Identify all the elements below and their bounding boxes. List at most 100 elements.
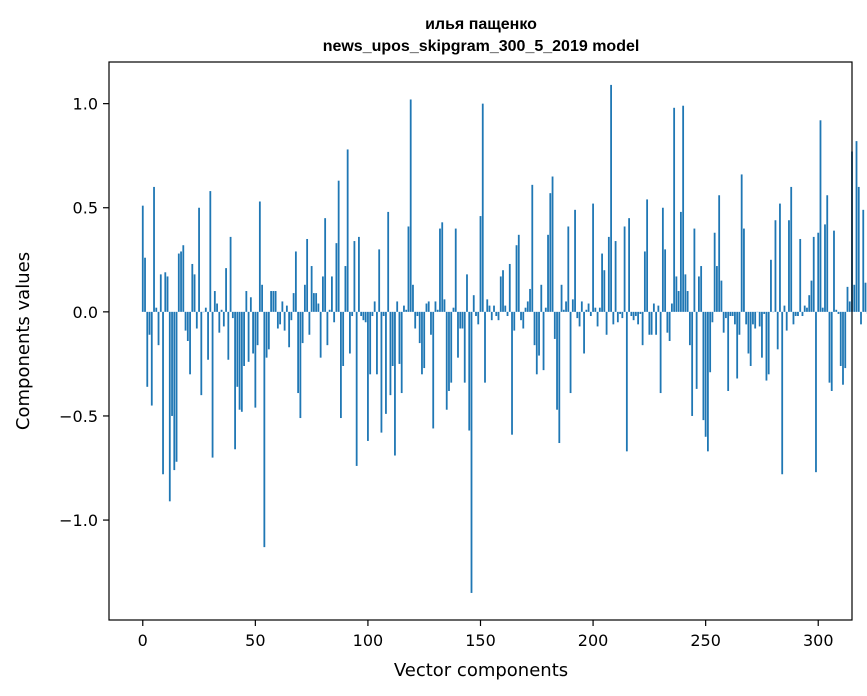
bar-47 xyxy=(247,311,250,362)
bar-237 xyxy=(675,276,678,312)
bar-39 xyxy=(229,236,232,312)
bar-77 xyxy=(315,293,318,312)
bar-91 xyxy=(346,149,349,312)
bar-297 xyxy=(810,280,813,312)
bar-65 xyxy=(288,311,291,348)
bar-17 xyxy=(180,251,182,312)
bar-5 xyxy=(153,186,155,312)
bar-76 xyxy=(312,293,315,312)
bar-181 xyxy=(549,193,552,312)
bar-92 xyxy=(349,311,351,354)
bar-191 xyxy=(571,299,574,312)
x-tick-label: 150 xyxy=(465,631,496,650)
bar-289 xyxy=(792,311,795,325)
bar-291 xyxy=(797,311,799,317)
bar-163 xyxy=(508,263,511,312)
bar-118 xyxy=(407,226,410,312)
bar-255 xyxy=(716,266,718,312)
bars-group xyxy=(141,84,867,593)
bar-268 xyxy=(745,311,748,325)
bar-227 xyxy=(652,303,655,312)
bar-263 xyxy=(734,311,736,325)
bar-50 xyxy=(254,311,257,408)
bar-155 xyxy=(490,311,493,321)
bar-294 xyxy=(803,305,806,312)
bar-190 xyxy=(569,311,572,394)
bar-32 xyxy=(213,291,216,312)
bar-321 xyxy=(864,282,867,312)
bar-42 xyxy=(236,311,239,387)
bar-245 xyxy=(693,228,696,312)
bar-51 xyxy=(256,311,259,346)
bar-310 xyxy=(839,311,842,366)
bar-235 xyxy=(670,303,673,312)
x-tick-label: 100 xyxy=(353,631,384,650)
bar-300 xyxy=(817,232,820,312)
bar-90 xyxy=(344,266,347,312)
bar-3 xyxy=(148,311,151,335)
x-tick-label: 200 xyxy=(578,631,609,650)
bar-13 xyxy=(171,311,173,416)
bar-205 xyxy=(603,270,606,312)
bar-192 xyxy=(574,209,576,312)
bar-249 xyxy=(702,311,705,421)
bar-269 xyxy=(747,311,750,354)
bar-86 xyxy=(335,243,338,312)
bar-251 xyxy=(707,311,709,452)
bar-34 xyxy=(218,311,221,333)
bar-279 xyxy=(770,259,772,312)
bar-139 xyxy=(454,228,457,312)
bar-239 xyxy=(679,211,682,312)
bar-174 xyxy=(533,311,536,346)
bar-48 xyxy=(249,297,252,312)
bar-127 xyxy=(427,301,430,312)
bar-106 xyxy=(380,311,383,433)
bar-20 xyxy=(186,311,189,341)
bar-207 xyxy=(607,236,610,312)
bar-60 xyxy=(276,311,279,329)
bar-116 xyxy=(403,305,405,312)
bar-71 xyxy=(301,311,304,344)
bar-109 xyxy=(387,211,390,312)
bar-144 xyxy=(466,274,468,312)
bar-302 xyxy=(821,307,824,312)
bar-254 xyxy=(713,232,716,312)
bar-284 xyxy=(781,311,784,475)
bar-100 xyxy=(367,311,369,441)
bar-152 xyxy=(484,311,486,383)
bar-112 xyxy=(394,311,396,456)
bar-67 xyxy=(292,293,295,312)
bar-61 xyxy=(279,311,282,325)
bar-296 xyxy=(808,295,811,312)
bar-233 xyxy=(666,311,669,333)
bar-137 xyxy=(450,311,453,383)
bar-214 xyxy=(623,226,626,312)
bar-0 xyxy=(141,205,144,312)
bar-45 xyxy=(243,311,245,366)
bar-283 xyxy=(779,203,781,312)
bar-317 xyxy=(855,141,858,312)
bar-286 xyxy=(785,311,788,331)
bar-126 xyxy=(425,303,428,312)
bar-28 xyxy=(204,307,207,312)
bar-198 xyxy=(587,303,590,312)
bar-185 xyxy=(558,311,561,444)
bar-243 xyxy=(688,311,691,346)
bar-253 xyxy=(711,311,714,323)
bar-231 xyxy=(661,207,664,312)
bar-272 xyxy=(754,311,757,329)
bar-29 xyxy=(207,311,209,360)
bar-8 xyxy=(159,274,162,312)
bar-211 xyxy=(616,311,619,323)
bar-26 xyxy=(200,311,203,396)
bar-58 xyxy=(272,291,275,312)
bar-175 xyxy=(535,311,538,375)
bar-266 xyxy=(740,174,743,312)
bar-204 xyxy=(601,253,603,312)
plot-area-frame xyxy=(108,61,853,621)
bar-93 xyxy=(351,311,354,317)
bar-314 xyxy=(848,301,851,312)
bar-275 xyxy=(761,311,763,358)
bar-276 xyxy=(763,311,766,314)
bar-242 xyxy=(686,291,689,312)
